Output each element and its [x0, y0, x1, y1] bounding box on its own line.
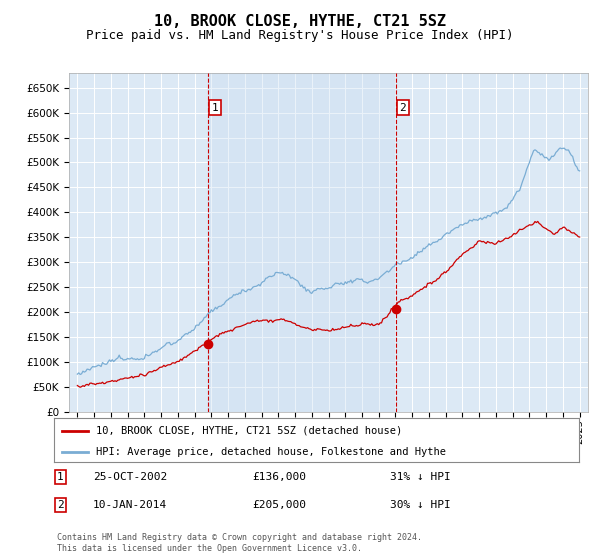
Text: Contains HM Land Registry data © Crown copyright and database right 2024.
This d: Contains HM Land Registry data © Crown c… [57, 533, 422, 553]
Text: 1: 1 [212, 102, 218, 113]
Text: £205,000: £205,000 [252, 500, 306, 510]
Text: 2: 2 [57, 500, 64, 510]
Text: 2: 2 [400, 102, 406, 113]
Text: 31% ↓ HPI: 31% ↓ HPI [390, 472, 451, 482]
Text: £136,000: £136,000 [252, 472, 306, 482]
Text: 10-JAN-2014: 10-JAN-2014 [93, 500, 167, 510]
Text: 25-OCT-2002: 25-OCT-2002 [93, 472, 167, 482]
Bar [208, 73, 396, 412]
Text: 1: 1 [57, 472, 64, 482]
Text: 10, BROOK CLOSE, HYTHE, CT21 5SZ: 10, BROOK CLOSE, HYTHE, CT21 5SZ [154, 14, 446, 29]
Text: HPI: Average price, detached house, Folkestone and Hythe: HPI: Average price, detached house, Folk… [96, 447, 446, 458]
Text: 10, BROOK CLOSE, HYTHE, CT21 5SZ (detached house): 10, BROOK CLOSE, HYTHE, CT21 5SZ (detach… [96, 426, 402, 436]
Text: 30% ↓ HPI: 30% ↓ HPI [390, 500, 451, 510]
Text: Price paid vs. HM Land Registry's House Price Index (HPI): Price paid vs. HM Land Registry's House … [86, 29, 514, 42]
